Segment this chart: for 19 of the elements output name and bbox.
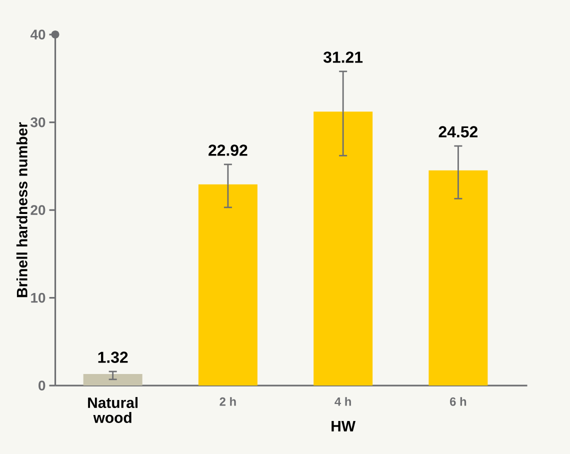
bar <box>198 184 258 386</box>
x-tick-label: 2 h <box>220 397 236 406</box>
y-tick-label: 20 <box>30 205 46 215</box>
data-label: 31.21 <box>323 52 363 63</box>
y-tick-label: 0 <box>38 380 46 390</box>
bar <box>314 112 373 386</box>
x-tick-label: 6 h <box>450 397 466 406</box>
x-tick-label: 4 h <box>334 397 351 406</box>
y-tick-label: 10 <box>31 292 46 303</box>
data-label: 24.52 <box>438 126 478 138</box>
data-label: 22.92 <box>208 144 248 156</box>
x-tick-label: Natural wood <box>88 397 138 423</box>
y-tick-label: 40 <box>30 30 46 40</box>
bar <box>428 170 488 386</box>
bar <box>83 374 142 386</box>
y-tick-label: 30 <box>30 117 46 128</box>
y-axis-title: Brinell hardness number <box>16 122 28 298</box>
text: HW <box>332 421 356 432</box>
data-label: 1.32 <box>98 352 128 363</box>
